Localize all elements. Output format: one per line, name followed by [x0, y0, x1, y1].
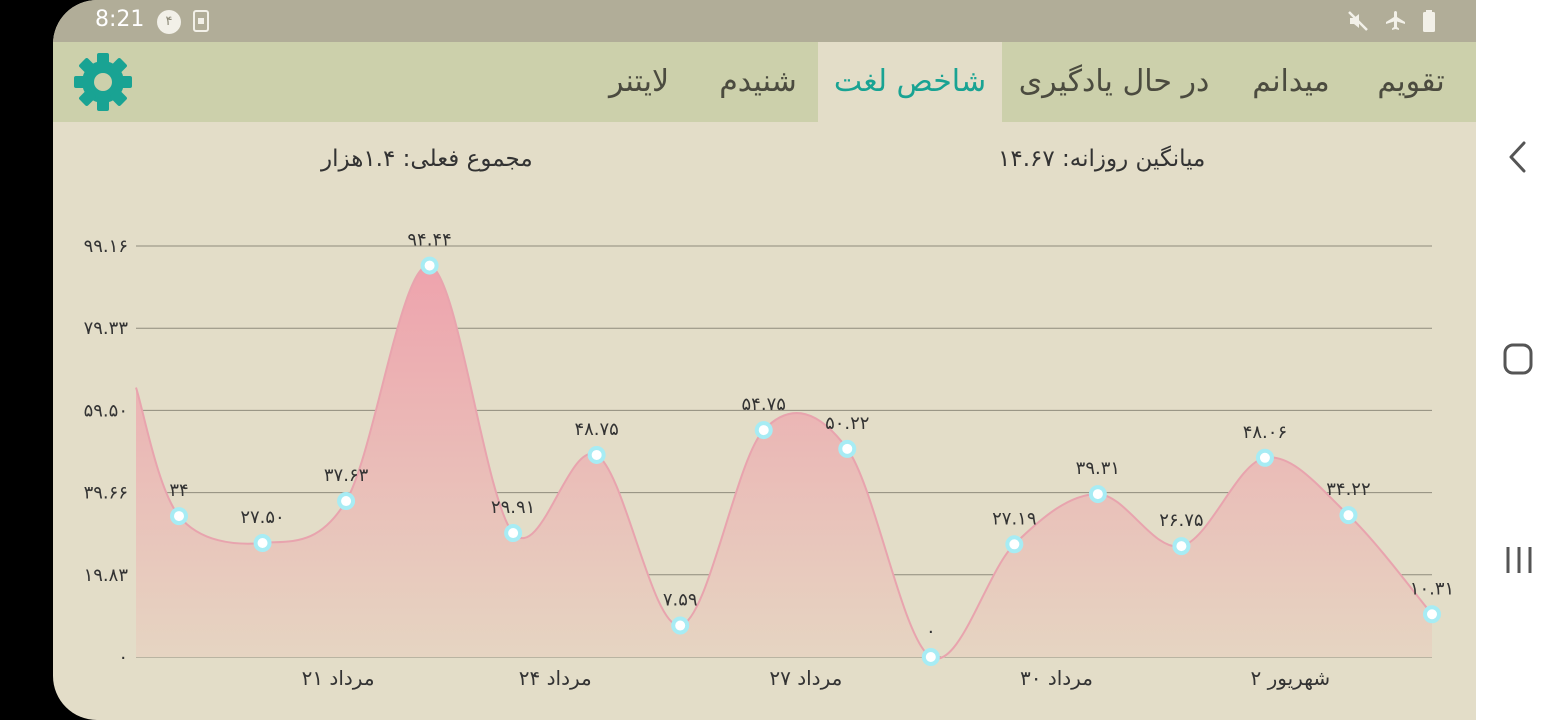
word-index-chart: ۰ ۱۹.۸۳ ۳۹.۶۶ ۵۹.۵۰ ۷۹.۳۳ ۹۹.۱۶ ۳۴ ۲۷.۵۰ ۳۷.۶۳ ۹…	[84, 230, 1455, 690]
y-tick-label: ۰	[118, 647, 128, 668]
x-tick-label: ۲ شهریور	[1251, 666, 1331, 690]
x-tick-label: ۲۱ مرداد	[302, 666, 375, 690]
data-label: ۳۴	[169, 480, 188, 501]
data-point[interactable]	[1423, 605, 1441, 624]
x-tick-label: ۲۴ مرداد	[519, 666, 592, 690]
tab-word-index[interactable]: شاخص لغت	[818, 42, 1002, 122]
y-tick-label: ۹۹.۱۶	[84, 236, 128, 257]
tab-learning[interactable]: در حال یادگیری	[1003, 42, 1225, 122]
tab-calendar[interactable]: تقویم	[1366, 42, 1456, 122]
data-label: ۲۷.۱۹	[992, 508, 1036, 529]
recents-icon[interactable]	[1504, 544, 1534, 576]
tab-label: میدانم	[1252, 64, 1330, 99]
data-point[interactable]	[921, 648, 940, 666]
y-tick-label: ۱۹.۸۳	[84, 565, 129, 586]
data-label: ۵۰.۲۲	[825, 413, 869, 434]
tab-label: شاخص لغت	[833, 64, 987, 99]
data-point[interactable]	[337, 492, 356, 511]
data-point[interactable]	[671, 616, 690, 635]
sim-icon	[193, 10, 209, 32]
data-label: ۴۸.۷۵	[574, 419, 618, 440]
tab-label: لایتنر	[608, 64, 670, 99]
y-tick-label: ۷۹.۳۳	[84, 318, 129, 339]
data-label: ۱۰.۳۱	[1410, 578, 1454, 599]
status-bar: 8:21 ۴	[53, 0, 1476, 42]
y-tick-label: ۵۹.۵۰	[84, 400, 128, 421]
data-point[interactable]	[1339, 506, 1358, 525]
current-total: مجموع فعلی: ۱.۴هزار	[321, 146, 533, 172]
airplane-icon	[1386, 11, 1405, 30]
data-point[interactable]	[170, 507, 188, 526]
data-point[interactable]	[1255, 448, 1274, 467]
tab-known[interactable]: میدانم	[1236, 42, 1346, 122]
data-point[interactable]	[420, 256, 439, 275]
x-tick-label: ۲۷ مرداد	[769, 666, 842, 690]
tab-bar: تقویم میدانم در حال یادگیری شاخص لغت شنی…	[53, 42, 1476, 122]
mute-icon	[1348, 11, 1368, 31]
daily-average: میانگین روزانه: ۱۴.۶۷	[998, 146, 1206, 172]
tab-leitner[interactable]: لایتنر	[583, 42, 695, 122]
data-label: ۳۴.۲۲	[1326, 479, 1370, 500]
status-time: 8:21	[95, 7, 145, 32]
data-point[interactable]	[1172, 537, 1191, 556]
data-point[interactable]	[504, 524, 523, 543]
data-point[interactable]	[1088, 485, 1107, 504]
home-icon[interactable]	[1503, 342, 1533, 376]
notification-badge: ۴	[157, 10, 181, 34]
data-label: ۲۷.۵۰	[240, 507, 284, 528]
data-label: ۲۶.۷۵	[1159, 510, 1203, 531]
data-point[interactable]	[587, 445, 606, 464]
data-point[interactable]	[1005, 535, 1024, 554]
data-label: ۵۴.۷۵	[742, 394, 786, 415]
data-label: ۳۷.۶۳	[324, 465, 369, 486]
chart-area	[136, 265, 1432, 659]
data-point[interactable]	[754, 421, 773, 440]
data-label: ۹۴.۴۴	[407, 230, 451, 251]
data-label: ۲۹.۹۱	[491, 497, 535, 518]
navigation-bar	[1476, 0, 1560, 720]
tab-label: شنیدم	[719, 64, 797, 99]
battery-icon	[1423, 10, 1435, 32]
x-tick-label: ۳۰ مرداد	[1020, 666, 1093, 690]
gear-icon[interactable]	[71, 50, 135, 114]
data-label: ۷.۵۹	[663, 590, 698, 611]
data-label: ۳۹.۳۱	[1076, 458, 1120, 479]
tab-heard[interactable]: شنیدم	[703, 42, 813, 122]
tab-label: در حال یادگیری	[1018, 64, 1210, 99]
data-point[interactable]	[253, 534, 272, 553]
tab-label: تقویم	[1377, 64, 1445, 99]
data-label: ۰	[926, 621, 936, 642]
app-screen: 8:21 ۴	[53, 0, 1476, 720]
data-point[interactable]	[838, 439, 857, 458]
y-tick-label: ۳۹.۶۶	[84, 483, 128, 504]
back-icon[interactable]	[1506, 140, 1530, 174]
data-label: ۴۸.۰۶	[1243, 422, 1287, 443]
